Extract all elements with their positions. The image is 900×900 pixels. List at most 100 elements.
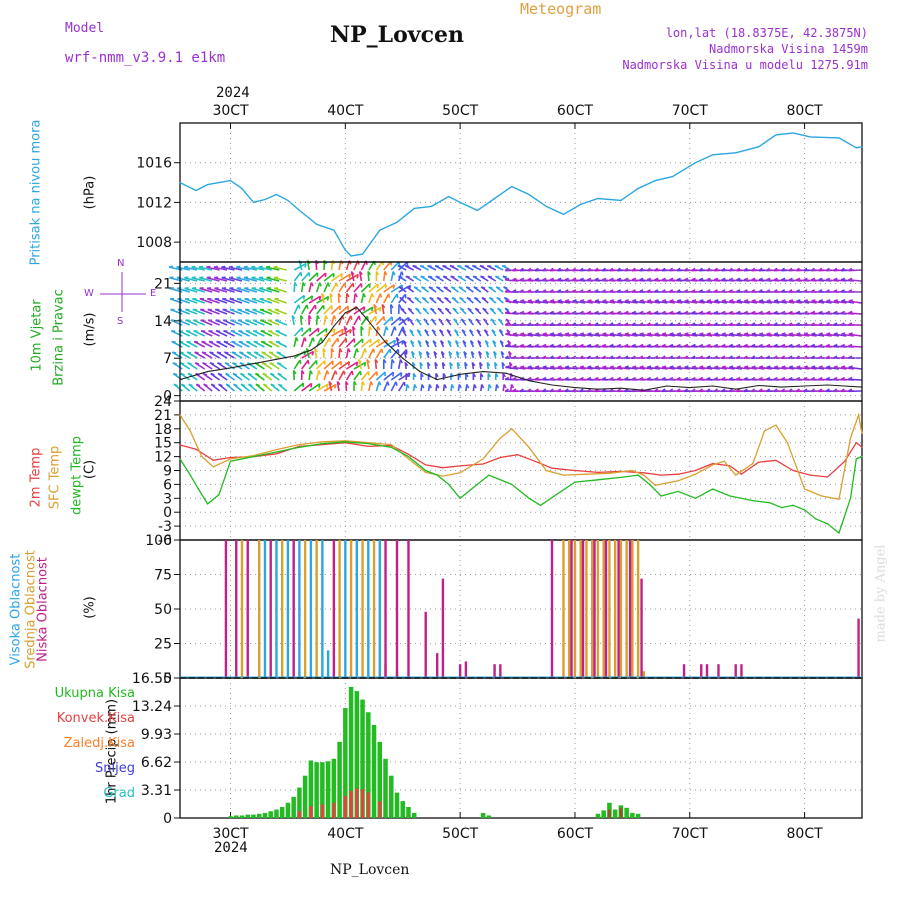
wind-arrow [293,271,302,282]
wind-arrow-head [803,322,808,326]
wind-arrow [766,366,780,370]
wind-arrow-head [683,343,689,347]
wind-arrow [677,300,690,304]
wind-arrow-head [262,362,267,365]
temp-sfc-line-point [775,424,777,426]
cloud-low-bar [682,664,686,678]
precip-total-bar [360,699,365,818]
wind-arrow-head [438,318,443,322]
wind-arrow-head [691,299,697,302]
wind-arrow-head [534,267,539,272]
wind-arrow-head [840,322,845,326]
wind-arrow-head [609,267,614,272]
wind-arrow-head [833,322,838,326]
wind-arrow-head [765,289,771,293]
wind-arrow-head [773,299,779,302]
wind-speed-line-point [321,341,323,343]
wind-arrow-head [624,322,629,326]
wind-arrow-head [810,267,815,272]
wind-arrow [654,366,668,370]
precip-total-bar [337,741,342,818]
precip-total-bar [285,802,291,818]
cloud-low-bar [395,540,399,678]
wind-arrow-head [825,322,830,326]
wind-arrow-head [405,372,409,378]
wind-arrow-head [542,310,547,314]
wind-arrow-head [454,329,459,333]
wind-arrow [647,366,661,370]
wind-arrow-head [443,286,448,290]
wind-arrow-head [833,355,838,359]
wind-arrow-head [669,310,674,314]
wind-arrow [774,333,787,337]
wind-arrow-head [617,365,622,369]
wind-arrow [353,370,362,381]
wind-arrow [375,339,388,348]
cloud-high-bar [321,540,324,678]
wind-arrow-head [743,310,749,314]
wind-arrow [213,266,228,271]
wind-arrow-head [413,275,418,279]
wind-arrow-head [602,332,607,336]
wind-arrow [594,366,608,370]
wind-arrow [721,300,735,304]
wind-arrow-head [617,299,622,302]
precip-total-bar [630,812,635,818]
wind-arrow-head [534,388,539,392]
wind-arrow-head [534,343,540,347]
temp-dew-line-point [189,474,191,476]
wind-arrow-head [594,365,600,369]
wind-arrow-head [495,372,499,378]
wind-arrow-head [367,270,371,276]
cloud-low-bar [435,653,439,678]
wind-arrow-head [676,365,682,369]
wind-arrow-head [480,286,486,290]
wind-arrow-head [810,376,816,381]
wind-arrow-head [766,343,771,347]
wind-arrow-head [848,289,853,293]
pressure-line-point [252,201,255,204]
y-tick-label: 9 [163,464,172,480]
wind-arrow-head [344,282,347,288]
wind-arrow [346,361,358,370]
temp-dew-line-point [712,488,714,490]
wind-arrow-head [706,388,711,392]
cloud-high-bar [309,540,313,678]
wind-arrow [729,300,743,304]
wind-arrow-head [328,337,332,343]
wind-arrow-head [399,296,404,300]
wind-arrow [228,276,243,282]
y-tick-label: 0 [163,389,172,405]
wind-arrow-head [803,343,808,347]
wind-arrow-head [683,376,689,381]
cloud-high-bar [298,540,301,678]
wind-arrow-head [848,267,853,272]
wind-arrow-head [549,388,554,392]
wind-arrow [751,333,765,337]
wind-arrow-head [661,277,666,281]
wind-arrow-head [334,384,337,389]
wind-arrow [677,333,690,337]
year-top: 2024 [216,85,250,101]
wind-arrow-head [419,361,424,367]
wind-arrow [617,366,631,370]
wind-arrow-head [826,332,831,336]
wind-arrow [542,333,556,337]
wind-arrow [684,300,698,304]
wind-arrow-head [691,310,696,314]
wind-arrow-head [407,317,410,322]
wind-arrow-head [306,304,309,310]
wind-arrow-head [744,332,749,336]
wind-arrow-head [184,276,189,279]
cloud-mid-bar [619,540,623,678]
pressure-line-point [298,209,301,211]
wind-arrow [669,366,683,370]
wind-arrow [199,276,213,282]
y-tick-label: 24 [154,394,172,410]
wind-arrow [323,337,331,348]
wind-arrow [397,359,402,370]
wind-arrow-head [413,384,418,389]
wind-arrow-head [647,332,652,336]
wind-arrow-head [480,372,484,378]
wind-arrow-head [477,340,482,344]
